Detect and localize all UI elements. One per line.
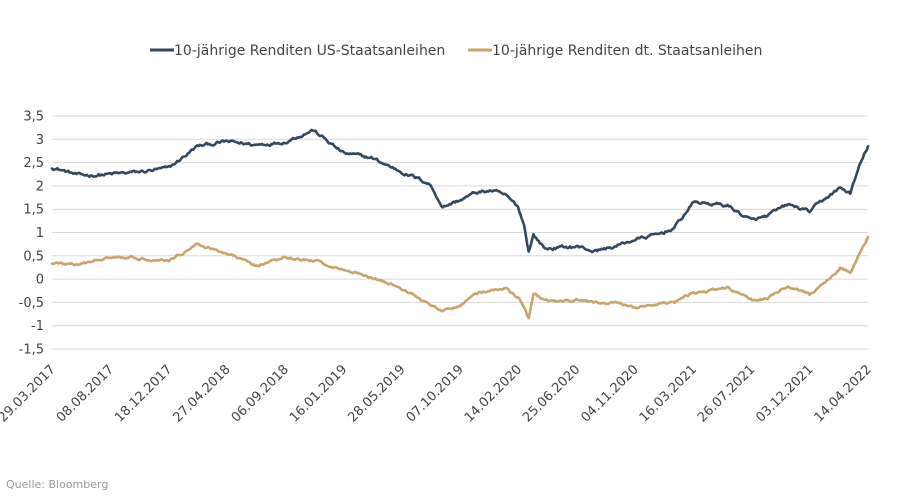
x-tick-label: 07.10.2019 [404,362,467,425]
x-tick-label: 18.12.2017 [112,362,175,425]
legend-label: 10-jährige Renditen dt. Staatsanleihen [492,43,762,59]
x-tick-label: 06.09.2018 [229,362,292,425]
x-tick-label: 14.04.2022 [812,362,875,425]
y-tick-label: -1 [31,319,44,334]
x-tick-label: 08.08.2017 [54,362,117,425]
y-tick-label: 2 [36,179,44,194]
grid-lines [52,115,868,350]
legend-label: 10-jährige Renditen US-Staatsanleihen [174,43,445,59]
x-tick-label: 29.03.2017 [0,362,59,425]
series-line-us [50,128,870,254]
legend: 10-jährige Renditen US-Staatsanleihen 10-… [150,43,762,59]
y-tick-label: 1 [36,226,44,241]
y-tick-label: -1,5 [19,343,44,358]
y-tick-label: 0 [36,273,44,288]
source-note: Quelle: Bloomberg [6,478,109,491]
x-tick-label: 27.04.2018 [170,362,233,425]
x-tick-label: 04.11.2020 [578,362,641,425]
y-tick-label: 3 [36,133,44,148]
y-tick-label: 2,5 [23,156,44,171]
y-tick-label: -0,5 [19,296,44,311]
x-axis: 29.03.201708.08.201718.12.201727.04.2018… [0,362,875,425]
x-tick-label: 16.01.2019 [287,362,350,425]
y-tick-label: 1,5 [23,203,44,218]
x-tick-label: 28.05.2019 [345,362,408,425]
x-tick-label: 16.03.2021 [637,362,700,425]
series-lines [50,128,870,320]
y-tick-label: 3,5 [23,110,44,125]
y-axis: 3,5 3 2,5 2 1,5 1 0,5 0 -0,5 -1 -1,5 [19,110,44,358]
x-tick-label: 14.02.2020 [462,362,525,425]
x-tick-label: 26.07.2021 [695,362,758,425]
x-tick-label: 25.06.2020 [520,362,583,425]
y-tick-label: 0,5 [23,249,44,264]
x-tick-label: 03.12.2021 [753,362,816,425]
series-line-de [50,235,870,320]
